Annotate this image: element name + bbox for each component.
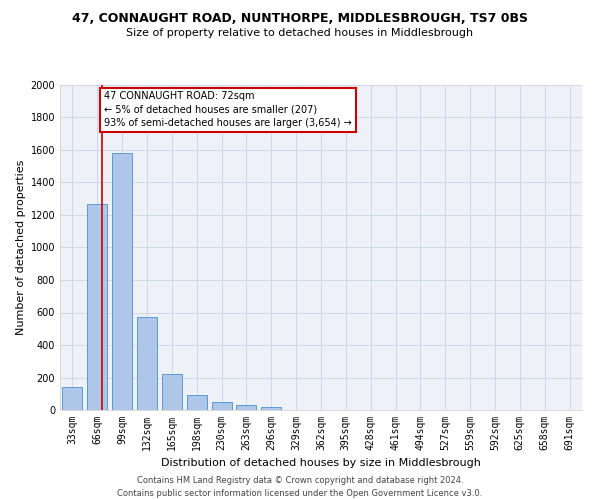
- Bar: [137, 318, 157, 410]
- Bar: [162, 374, 182, 410]
- Text: Size of property relative to detached houses in Middlesbrough: Size of property relative to detached ho…: [127, 28, 473, 38]
- Bar: [236, 406, 256, 410]
- Bar: [187, 394, 206, 410]
- Text: 47, CONNAUGHT ROAD, NUNTHORPE, MIDDLESBROUGH, TS7 0BS: 47, CONNAUGHT ROAD, NUNTHORPE, MIDDLESBR…: [72, 12, 528, 26]
- Bar: [88, 204, 107, 410]
- Text: 47 CONNAUGHT ROAD: 72sqm
← 5% of detached houses are smaller (207)
93% of semi-d: 47 CONNAUGHT ROAD: 72sqm ← 5% of detache…: [104, 92, 352, 128]
- Bar: [262, 407, 281, 410]
- Bar: [212, 402, 232, 410]
- Bar: [62, 387, 82, 410]
- Text: Contains HM Land Registry data © Crown copyright and database right 2024.
Contai: Contains HM Land Registry data © Crown c…: [118, 476, 482, 498]
- X-axis label: Distribution of detached houses by size in Middlesbrough: Distribution of detached houses by size …: [161, 458, 481, 468]
- Bar: [112, 153, 132, 410]
- Y-axis label: Number of detached properties: Number of detached properties: [16, 160, 26, 335]
